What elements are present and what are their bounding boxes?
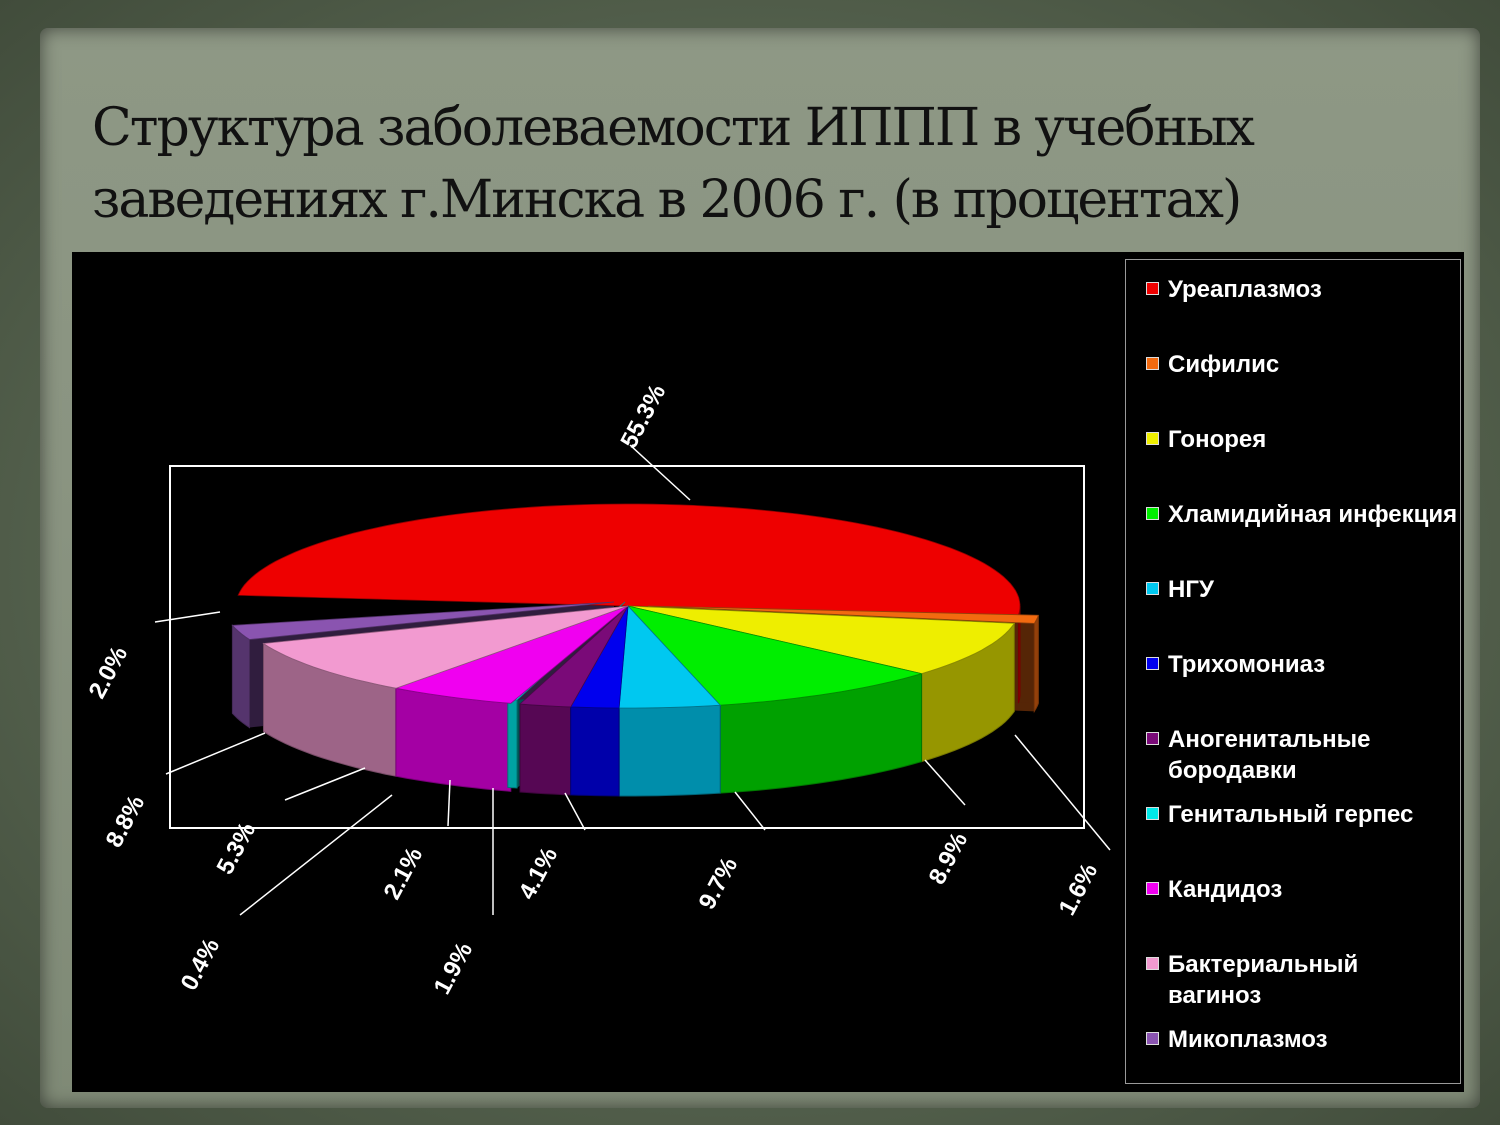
leader-line [1014,734,1111,851]
pie-slice-2 [647,605,1039,624]
pie-slice-side [618,704,721,797]
pie-slice-side [231,624,250,729]
legend-label: Аногенитальные бородавки [1168,726,1371,784]
pie-slice-side [570,706,620,797]
legend-label: Микоплазмоз [1168,1026,1328,1053]
data-label: 2.0% [84,642,134,703]
leader-line [154,611,221,623]
pie-slice-5 [618,605,722,709]
data-label: 2.1% [379,843,429,904]
data-label: 0.4% [176,934,226,995]
legend-swatch [1146,432,1159,445]
leader-line [447,779,451,827]
pie-slice-9 [394,605,629,704]
leader-line [924,759,966,806]
legend-label: Гонорея [1168,426,1267,453]
legend-label: Генитальный герпес [1168,801,1414,828]
data-label: 1.9% [429,938,479,999]
pie-slice-7 [519,605,629,708]
data-label: 9.7% [694,853,744,914]
leader-line [239,794,393,916]
legend-swatch [1146,957,1159,970]
legend-swatch [1146,657,1159,670]
legend-swatch [1146,1032,1159,1045]
chart-legend: Уреаплазмоз Сифилис Гонорея Хламидийная инф… [1125,259,1461,1084]
legend-label: Уреаплазмоз [1168,276,1322,303]
leader-line [165,732,266,775]
pie-slice-10 [262,605,629,689]
leader-line [564,792,586,831]
leader-line [629,444,691,501]
plot-area-frame [169,465,1085,829]
slide-title-line1: Структура заболеваемости ИППП в учебных [92,98,1255,158]
data-label: 55.3% [615,380,671,453]
data-label: 1.6% [1054,859,1104,920]
pie-slice-side [1033,615,1039,714]
legend-label: Бактериальный вагиноз [1168,951,1359,1009]
slide-title-line2: заведениях г.Минска в 2006 г. (в процент… [92,170,1242,230]
data-label: 4.1% [514,843,564,904]
pie-slice-3 [627,605,1016,675]
pie-slice-11 [231,601,615,640]
legend-swatch [1146,582,1159,595]
pie-slice-4 [626,605,922,706]
legend-swatch [1146,882,1159,895]
legend-label: Кандидоз [1168,876,1283,903]
data-label: 8.8% [101,791,151,852]
leader-line [734,791,766,831]
legend-swatch [1146,732,1159,745]
pie-slice-side [395,687,512,792]
pie-slice-side [519,703,572,796]
legend-swatch [1146,282,1159,295]
data-label: 8.9% [924,828,974,889]
legend-label: НГУ [1168,576,1214,603]
legend-label: Хламидийная инфекция [1168,501,1458,528]
legend-swatch [1146,357,1159,370]
legend-label: Сифилис [1168,351,1280,378]
slide-title: Структура заболеваемости ИППП в учебных … [92,92,1372,236]
legend-swatch [1146,807,1159,820]
leader-line [284,767,366,801]
pie-slice-side [507,698,518,789]
pie-slice-1 [237,503,1021,616]
legend-swatch [1146,507,1159,520]
legend-label: Трихомониаз [1168,651,1326,678]
